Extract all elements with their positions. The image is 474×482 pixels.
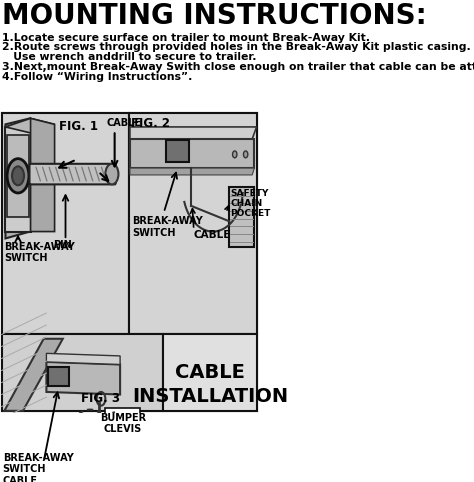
Circle shape — [12, 166, 24, 185]
Text: SAFETY
CHAIN
POCKET: SAFETY CHAIN POCKET — [230, 188, 271, 218]
Polygon shape — [130, 127, 256, 139]
Polygon shape — [6, 119, 30, 239]
Polygon shape — [130, 168, 255, 175]
Polygon shape — [4, 339, 63, 411]
FancyBboxPatch shape — [48, 367, 69, 386]
Circle shape — [244, 151, 248, 158]
FancyBboxPatch shape — [1, 335, 163, 411]
Text: 2.Route screws through provided holes in the Break-Away Kit plastic casing.: 2.Route screws through provided holes in… — [2, 42, 471, 53]
Text: BREAK-AWAY
SWITCH: BREAK-AWAY SWITCH — [4, 242, 75, 264]
FancyBboxPatch shape — [105, 408, 140, 436]
Text: BREAK-AWAY
SWITCH: BREAK-AWAY SWITCH — [132, 216, 203, 238]
Polygon shape — [30, 119, 55, 231]
FancyBboxPatch shape — [7, 134, 29, 217]
FancyBboxPatch shape — [1, 113, 129, 335]
Text: CABLE
INSTALLATION: CABLE INSTALLATION — [132, 363, 288, 406]
Text: 3.Next,mount Break-Away Swith close enough on trailer that cable can be attached: 3.Next,mount Break-Away Swith close enou… — [2, 62, 474, 72]
Text: FIG. 1: FIG. 1 — [59, 120, 98, 133]
FancyBboxPatch shape — [29, 164, 116, 185]
FancyBboxPatch shape — [129, 113, 257, 335]
Text: 4.Follow “Wiring Instructions”.: 4.Follow “Wiring Instructions”. — [2, 72, 192, 82]
Text: BUMPER
CLEVIS: BUMPER CLEVIS — [100, 413, 146, 434]
Text: FIG. 2: FIG. 2 — [131, 117, 170, 130]
FancyBboxPatch shape — [163, 335, 257, 411]
Polygon shape — [46, 362, 120, 394]
Circle shape — [233, 151, 237, 158]
Text: 1.Locate secure surface on trailer to mount Break-Away Kit.: 1.Locate secure surface on trailer to mo… — [2, 33, 370, 42]
Text: CABLE: CABLE — [107, 119, 141, 128]
Polygon shape — [6, 119, 55, 133]
Text: FIG. 3: FIG. 3 — [82, 392, 120, 405]
Polygon shape — [46, 353, 120, 364]
FancyBboxPatch shape — [130, 139, 255, 168]
FancyBboxPatch shape — [229, 187, 255, 247]
Text: CABLE: CABLE — [194, 230, 231, 240]
Circle shape — [7, 159, 29, 193]
Text: PIN: PIN — [54, 240, 72, 250]
Circle shape — [105, 164, 118, 185]
FancyBboxPatch shape — [166, 140, 190, 162]
Text: MOUNTING INSTRUCTIONS:: MOUNTING INSTRUCTIONS: — [2, 2, 427, 30]
Text: BREAK-AWAY
SWITCH
CABLE: BREAK-AWAY SWITCH CABLE — [3, 453, 73, 482]
FancyBboxPatch shape — [1, 113, 257, 411]
Text: Use wrench anddrill to secure to trailer.: Use wrench anddrill to secure to trailer… — [2, 53, 257, 62]
FancyBboxPatch shape — [6, 127, 30, 231]
